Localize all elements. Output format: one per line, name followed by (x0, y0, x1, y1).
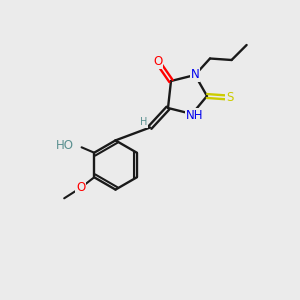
Text: S: S (226, 91, 233, 104)
Text: N: N (190, 68, 200, 82)
Text: HO: HO (56, 139, 74, 152)
Text: H: H (140, 117, 147, 127)
Text: NH: NH (186, 109, 204, 122)
Text: O: O (153, 55, 162, 68)
Text: O: O (76, 181, 85, 194)
